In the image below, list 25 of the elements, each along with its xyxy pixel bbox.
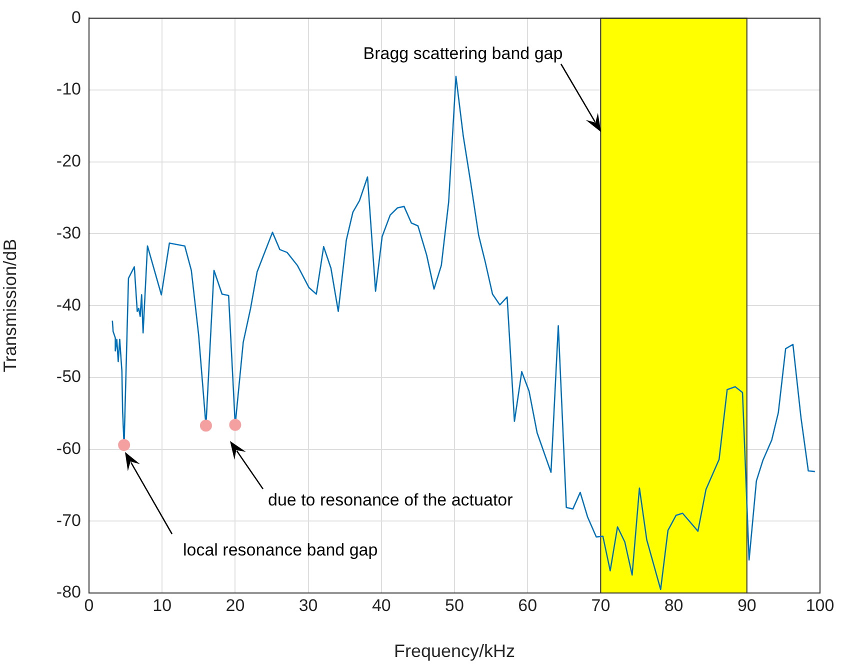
y-tick-label: -60 <box>56 438 81 458</box>
x-tick-label: 20 <box>226 596 245 615</box>
x-tick-label: 100 <box>806 596 834 615</box>
x-tick-label: 40 <box>372 596 391 615</box>
x-tick-label: 70 <box>591 596 610 615</box>
x-tick-label: 90 <box>737 596 756 615</box>
x-tick-label: 50 <box>445 596 464 615</box>
x-tick-label: 10 <box>152 596 172 615</box>
y-tick-label: -70 <box>56 510 81 530</box>
x-tick-label: 80 <box>664 596 684 615</box>
y-tick-label: -50 <box>56 367 81 386</box>
y-axis-title: Transmission/dB <box>0 238 20 372</box>
y-tick-label: -80 <box>56 582 81 602</box>
x-tick-label: 60 <box>518 596 538 615</box>
x-tick-label: 30 <box>298 596 318 615</box>
y-tick-label: -40 <box>56 295 81 314</box>
y-tick-label: -10 <box>56 80 81 99</box>
y-tick-label: -30 <box>56 223 81 242</box>
y-tick-label: -20 <box>56 152 81 171</box>
x-tick-label: 0 <box>84 596 94 615</box>
band-label: Bragg scattering band gap <box>363 44 563 63</box>
annotation: due to resonance of the actuator <box>268 490 514 510</box>
y-tick-label: 0 <box>72 8 81 27</box>
annotation: local resonance band gap <box>183 540 378 560</box>
x-axis-title: Frequency/kHz <box>394 641 516 662</box>
